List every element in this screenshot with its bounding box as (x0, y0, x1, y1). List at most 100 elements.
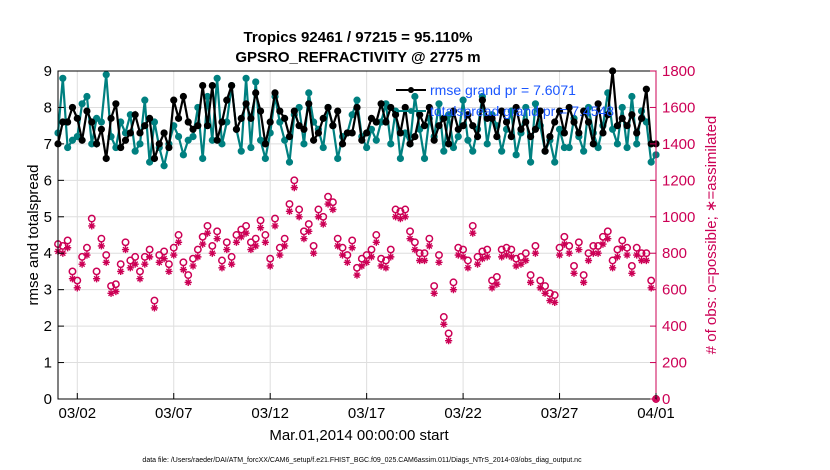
obs-assimilated-star (387, 253, 395, 261)
obs-assimilated-marker (570, 269, 578, 277)
obs-assimilated-marker (584, 256, 593, 265)
obs-possible-marker (463, 256, 472, 265)
obs-assimilated-marker (517, 260, 525, 268)
obs-assimilated-star (584, 256, 593, 265)
obs-possible-marker (488, 276, 496, 285)
obs-assimilated-star (401, 213, 409, 221)
obs-assimilated-marker (131, 260, 139, 268)
obs-possible-marker (87, 214, 96, 223)
legend: rmse grand pr = 7.6071 totalspread grand… (396, 82, 614, 119)
rmse-point (372, 118, 380, 126)
obs-assimilated-marker (189, 262, 197, 270)
obs-assimilated-star (358, 262, 366, 270)
totalspread-point (459, 96, 467, 104)
rmse-point (425, 103, 433, 112)
rmse-point (232, 125, 241, 133)
obs-possible-marker (193, 245, 202, 254)
obs-assimilated-star (83, 251, 91, 259)
obs-assimilated-star (276, 251, 284, 259)
obs-possible-marker (492, 272, 501, 281)
obs-assimilated-marker (522, 256, 530, 265)
rmse-point (512, 103, 520, 112)
obs-assimilated-marker (174, 238, 183, 246)
obs-assimilated-marker (247, 245, 255, 254)
totalspread-point (97, 118, 106, 126)
obs-possible-marker (647, 276, 656, 285)
rmse-point (387, 103, 395, 112)
obs-possible-marker (517, 252, 525, 261)
obs-assimilated-marker (184, 278, 192, 286)
obs-possible-marker (203, 221, 212, 230)
obs-possible-marker (160, 247, 169, 256)
rmse-point (633, 129, 641, 137)
obs-assimilated-marker (599, 240, 607, 248)
totalspread-point (141, 96, 149, 104)
rmse-point (281, 114, 289, 122)
rmse-point (160, 129, 168, 137)
obs-possible-marker (131, 252, 140, 261)
obs-assimilated-star (329, 205, 337, 214)
obs-assimilated-marker (372, 238, 380, 246)
totalspread-point (454, 133, 462, 141)
obs-assimilated-star (454, 251, 462, 259)
obs-assimilated-marker (594, 249, 602, 257)
obs-assimilated-marker (348, 244, 356, 252)
obs-possible-marker (136, 267, 144, 276)
obs-possible-marker (116, 260, 125, 269)
totalspread-point (160, 162, 168, 170)
obs-assimilated-marker (102, 258, 110, 266)
rmse-point (92, 140, 101, 148)
totalspread-point (387, 140, 395, 148)
rmse-point (126, 129, 134, 137)
obs-possible-marker (367, 245, 376, 254)
obs-assimilated-star (281, 242, 289, 250)
rmse-point (314, 129, 323, 137)
rmse-point (358, 136, 366, 144)
obs-assimilated-star (160, 255, 168, 263)
obs-assimilated-star (290, 184, 298, 192)
rmse-point (377, 100, 385, 108)
x-tick-label: 03/27 (541, 405, 579, 422)
obs-assimilated-star (642, 256, 650, 265)
totalspread-point (92, 114, 101, 122)
obs-assimilated-marker (449, 286, 458, 294)
obs-assimilated-marker (440, 320, 448, 328)
y-right-tick-label: 1400 (662, 136, 695, 153)
obs-possible-marker (324, 192, 333, 201)
legend-spread-label: totalspread grand pr = 7.4548 (430, 103, 614, 119)
obs-possible-marker (184, 271, 193, 280)
obs-possible-marker (406, 227, 414, 236)
obs-assimilated-star (141, 260, 149, 268)
obs-assimilated-star (242, 229, 250, 237)
obs-assimilated-star (237, 233, 245, 241)
obs-assimilated-star (228, 260, 236, 268)
obs-assimilated-marker (502, 251, 511, 259)
rmse-point (203, 122, 212, 130)
obs-assimilated-marker (358, 262, 366, 270)
obs-assimilated-star (218, 264, 226, 272)
obs-assimilated-star (377, 262, 385, 270)
obs-assimilated-marker (295, 213, 303, 221)
obs-possible-marker (68, 267, 77, 276)
obs-assimilated-marker (367, 253, 376, 261)
obs-assimilated-star (199, 240, 207, 248)
obs-assimilated-star (618, 244, 626, 252)
obs-possible-marker (111, 280, 120, 289)
rmse-point (150, 154, 159, 163)
totalspread-point (527, 158, 535, 166)
rmse-point (469, 122, 477, 130)
rmse-point (517, 125, 525, 133)
y-right-tick-label: 1800 (662, 63, 695, 80)
obs-assimilated-star (68, 275, 77, 283)
obs-possible-marker (169, 243, 178, 252)
obs-assimilated-marker (425, 242, 433, 250)
obs-possible-marker (256, 216, 265, 225)
totalspread-point (633, 140, 641, 148)
obs-assimilated-star (305, 227, 313, 235)
obs-assimilated-star (319, 220, 327, 228)
totalspread-point (623, 143, 631, 152)
obs-possible-marker (377, 254, 386, 263)
obs-assimilated-star (343, 258, 351, 266)
rmse-point (440, 114, 448, 122)
obs-assimilated-star (445, 337, 453, 345)
